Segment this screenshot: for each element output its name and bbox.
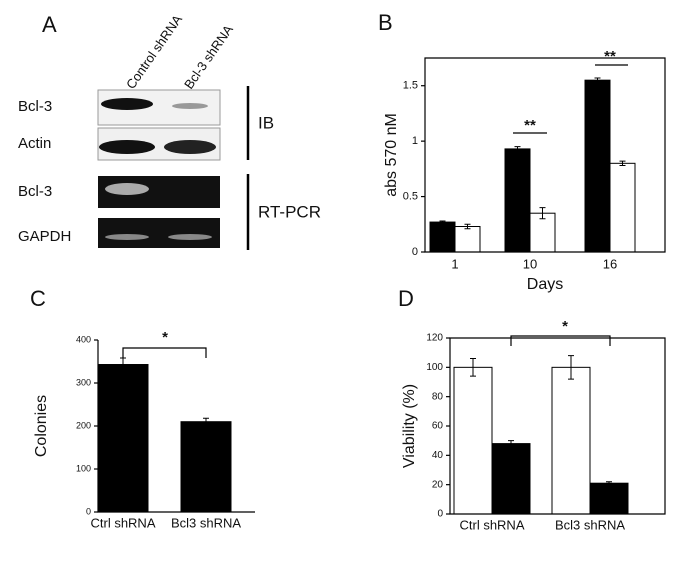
y-tick-label: 400 xyxy=(76,334,91,344)
x-tick-label: 10 xyxy=(523,256,537,271)
group-label: RT-PCR xyxy=(258,202,321,221)
y-tick-label: 100 xyxy=(426,362,443,373)
y-tick-label: 100 xyxy=(76,463,91,473)
x-tick-label: Bcl3 shRNA xyxy=(555,517,625,532)
error-bar xyxy=(508,440,514,448)
lane-label: Bcl-3 shRNA xyxy=(181,22,236,92)
x-axis-label: Days xyxy=(527,276,563,293)
error-bar xyxy=(120,357,126,372)
bar xyxy=(589,482,629,515)
error-bar xyxy=(594,77,601,83)
x-tick-label: Ctrl shRNA xyxy=(90,515,155,530)
y-tick-label: 0 xyxy=(412,246,418,258)
y-tick-label: 120 xyxy=(426,333,443,344)
panel-letter: A xyxy=(42,12,57,37)
axes xyxy=(97,340,255,513)
y-tick-label: 300 xyxy=(76,377,91,387)
y-axis-label: Viability (%) xyxy=(401,384,418,468)
y-tick-label: 60 xyxy=(432,421,444,432)
axes xyxy=(449,337,666,515)
y-tick-label: 0 xyxy=(437,509,443,520)
lane-label: Control shRNA xyxy=(123,12,185,92)
bar xyxy=(609,162,636,253)
row-label: Bcl-3 xyxy=(18,98,52,115)
bar xyxy=(584,79,611,253)
row-label: Bcl-3 xyxy=(18,183,52,200)
x-tick-label: Ctrl shRNA xyxy=(459,517,524,532)
row-label: GAPDH xyxy=(18,228,71,245)
error-bar xyxy=(439,220,446,224)
y-tick-label: 1.5 xyxy=(403,80,418,92)
bar xyxy=(453,366,493,515)
bar xyxy=(551,366,591,515)
y-axis-label: Colonies xyxy=(33,395,50,457)
x-tick-label: Bcl3 shRNA xyxy=(171,515,241,530)
significance-bracket xyxy=(122,347,207,358)
bar xyxy=(454,226,481,253)
bar xyxy=(504,148,531,253)
annotation: ** xyxy=(604,48,616,65)
annotation: ** xyxy=(524,117,536,134)
row-label: Actin xyxy=(18,135,51,152)
axes xyxy=(424,57,666,253)
panel-letter: B xyxy=(378,10,393,35)
x-tick-label: 1 xyxy=(451,256,458,271)
y-tick-label: 20 xyxy=(432,479,444,490)
bar xyxy=(180,421,232,513)
panel-letter: C xyxy=(30,286,46,311)
y-tick-label: 40 xyxy=(432,450,444,461)
error-bar xyxy=(470,358,476,377)
error-bar xyxy=(203,417,209,426)
bar xyxy=(491,443,531,515)
error-bar xyxy=(539,207,546,220)
y-axis-label: abs 570 nM xyxy=(383,113,400,197)
bar xyxy=(429,221,456,253)
error-bar xyxy=(619,160,626,167)
annotation: * xyxy=(562,318,568,335)
group-label: IB xyxy=(258,113,274,132)
blots xyxy=(97,86,250,250)
significance-bracket xyxy=(510,335,611,346)
y-tick-label: 80 xyxy=(432,391,444,402)
annotation: * xyxy=(162,329,168,346)
bar xyxy=(97,364,149,513)
error-bar xyxy=(606,481,612,486)
error-bar xyxy=(514,146,521,152)
error-bar xyxy=(464,223,471,230)
y-tick-label: 0 xyxy=(86,506,91,516)
y-tick-label: 200 xyxy=(76,420,91,430)
error-bar xyxy=(568,355,574,380)
x-tick-label: 16 xyxy=(603,256,617,271)
y-tick-label: 0.5 xyxy=(403,190,418,202)
panel-letter: D xyxy=(398,286,414,311)
y-tick-label: 1 xyxy=(412,135,418,147)
